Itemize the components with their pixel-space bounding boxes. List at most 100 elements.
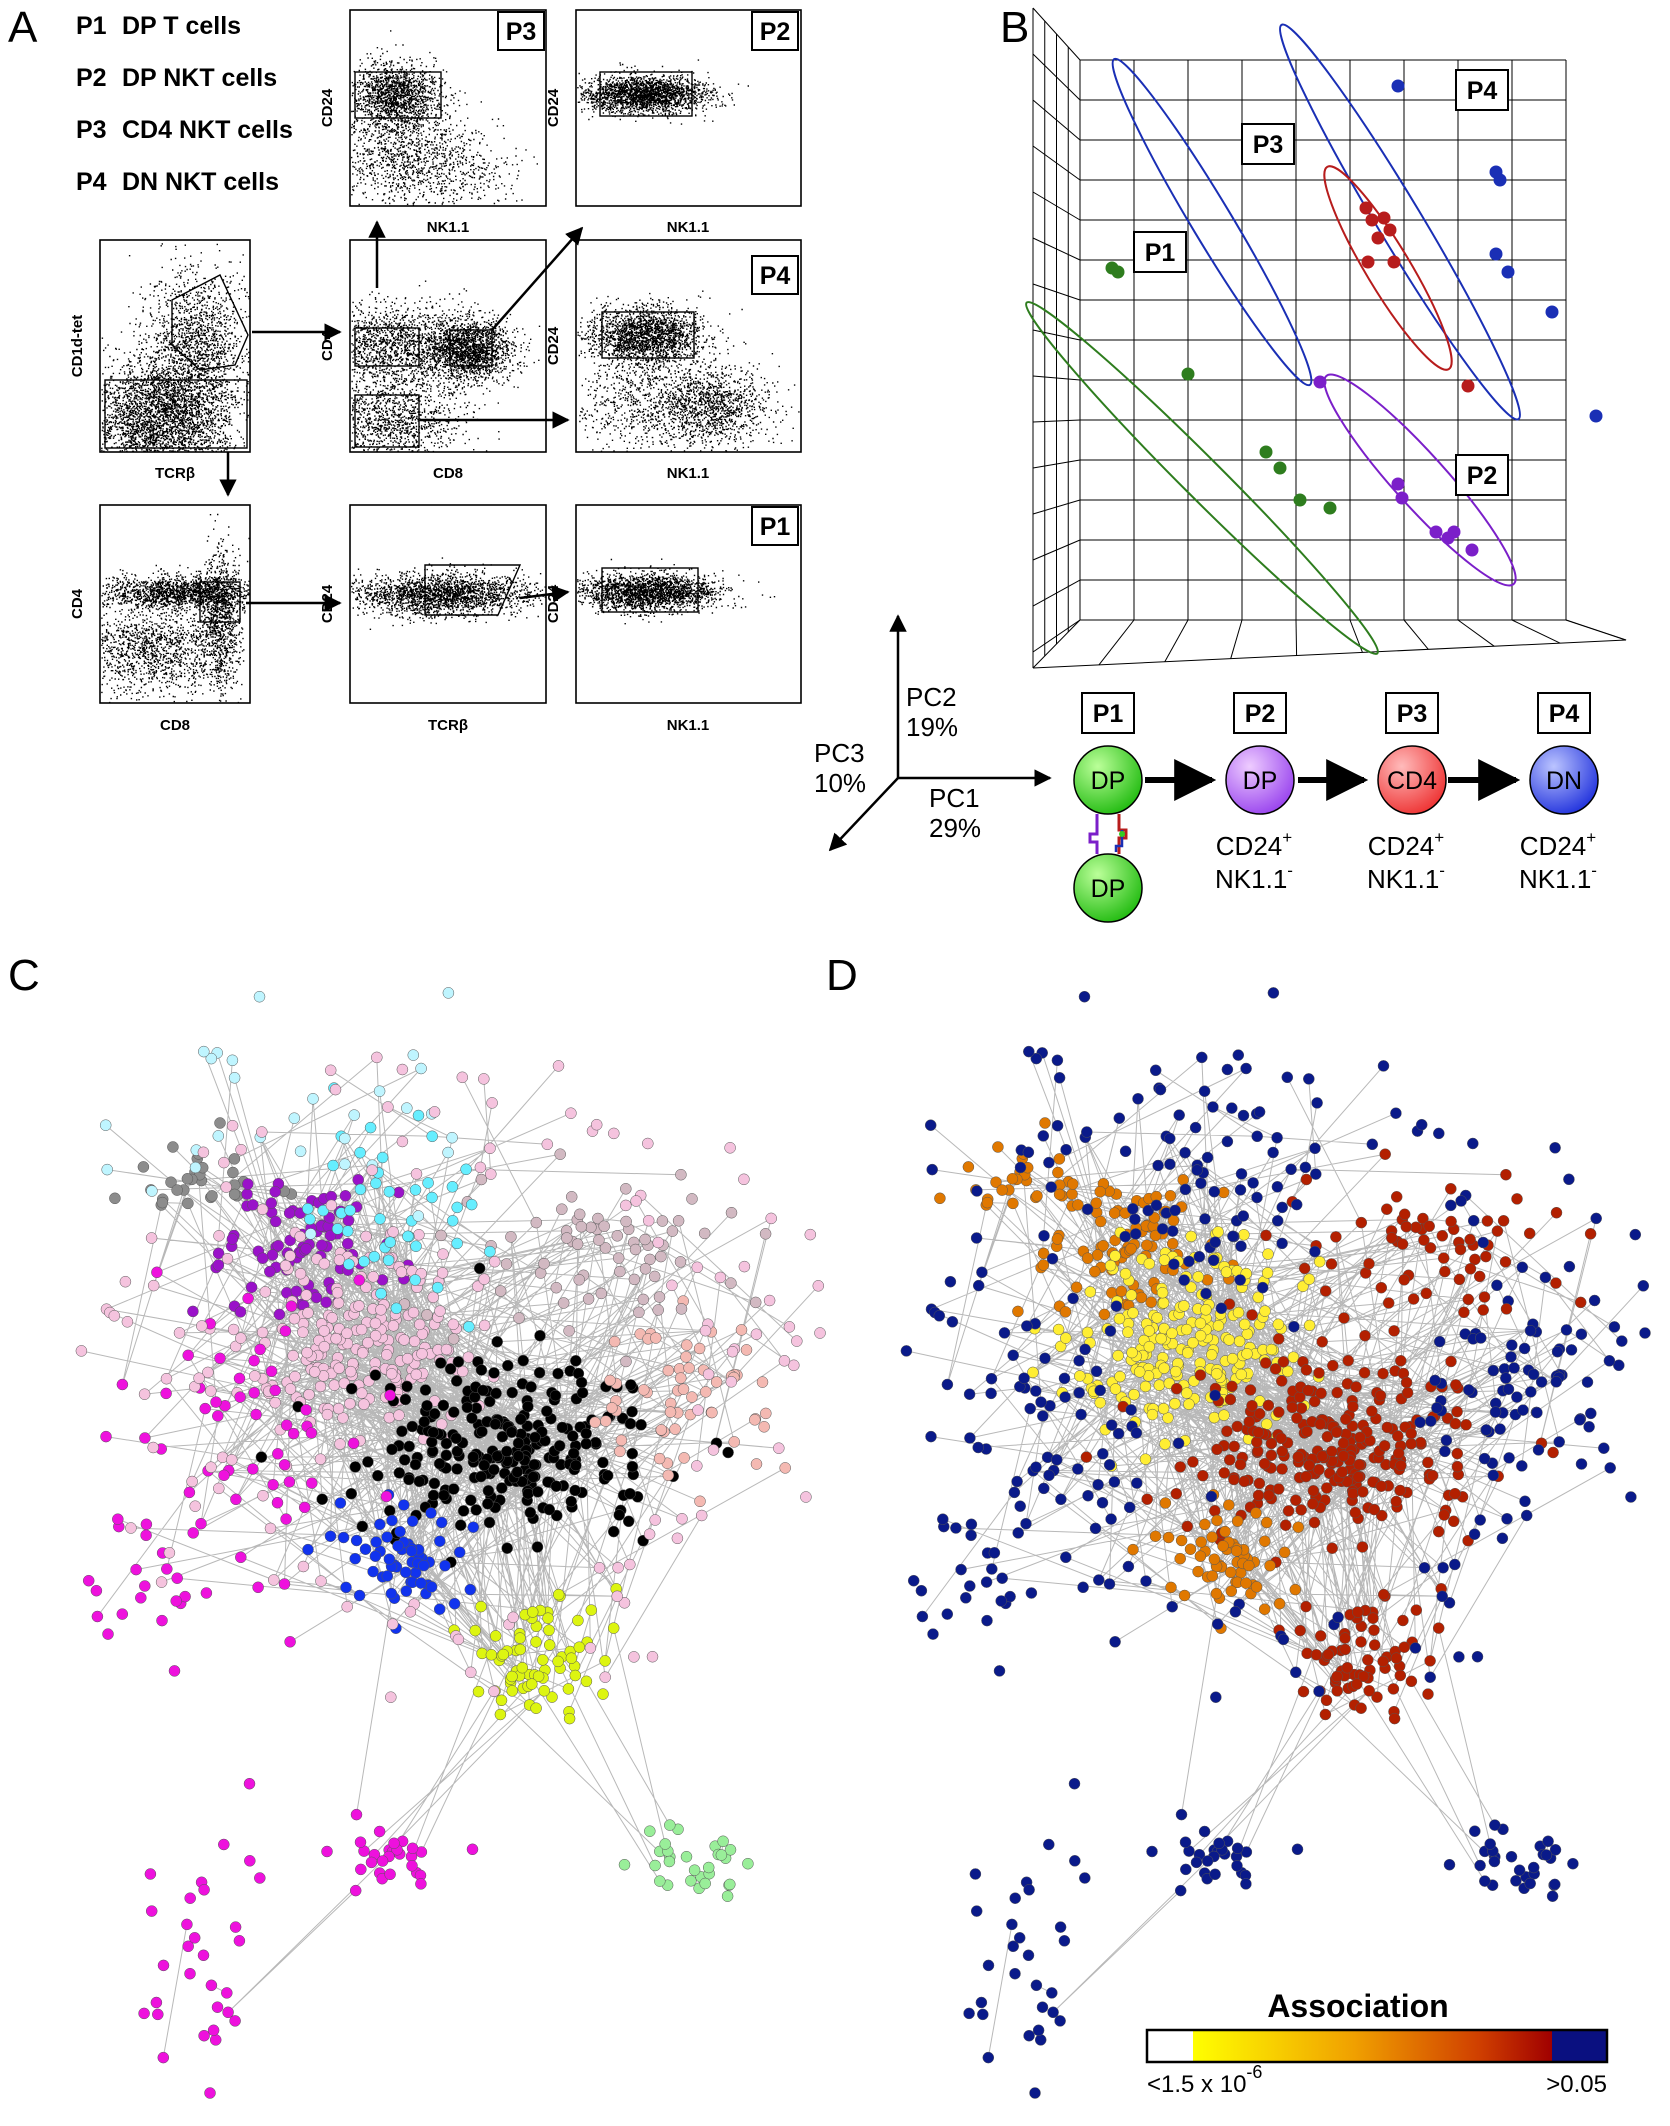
network-c-node xyxy=(431,1281,444,1294)
network-c-node xyxy=(145,1232,158,1244)
network-d-node xyxy=(1104,1325,1117,1337)
network-d-node xyxy=(1054,2015,1066,2027)
network-c-node xyxy=(570,1459,582,1472)
network-c-node xyxy=(611,1230,624,1242)
network-c-node xyxy=(386,1618,399,1630)
network-d-node xyxy=(1347,1400,1359,1413)
network-c-node xyxy=(324,1530,337,1542)
network-c-node xyxy=(699,1324,712,1337)
legend-label-p2: DP NKT cells xyxy=(122,64,277,92)
network-d-node xyxy=(1145,1296,1157,1308)
network-d-node xyxy=(1201,1855,1214,1867)
network-c-node xyxy=(407,1306,420,1319)
network-d-node xyxy=(1252,1489,1265,1502)
colorbar-title: Association xyxy=(1267,1988,1448,2024)
network-c-node xyxy=(125,1522,137,1534)
network-c-node xyxy=(563,1325,575,1337)
network-d-node xyxy=(1199,1213,1211,1225)
pca-ellipse-p1 xyxy=(1025,301,1379,655)
network-d-node xyxy=(1531,1406,1543,1419)
network-c-node xyxy=(541,1405,553,1417)
pc3-label: PC3 xyxy=(814,738,865,768)
network-d-node xyxy=(1523,1227,1536,1240)
network-c-node xyxy=(356,1387,368,1399)
network-d-node xyxy=(985,1372,998,1385)
legend-label-p3: CD4 NKT cells xyxy=(122,116,293,144)
network-c-node xyxy=(677,1383,690,1395)
network-c-node xyxy=(466,1412,478,1424)
network-d-node xyxy=(1093,1574,1105,1586)
network-c-node xyxy=(630,1195,642,1207)
network-c-node xyxy=(475,1364,488,1376)
network-d-node xyxy=(1355,1216,1368,1229)
network-c-node xyxy=(482,1485,495,1497)
network-c-node xyxy=(243,1777,256,1790)
trajectory-pheno-p2: CD24+ xyxy=(1216,828,1292,861)
network-c-node xyxy=(289,1370,301,1383)
network-c-node xyxy=(513,1312,525,1324)
trajectory-tag-p4: P4 xyxy=(1549,700,1580,728)
network-c-node xyxy=(218,1156,230,1169)
network-d-node xyxy=(1271,1131,1283,1144)
network-c-node xyxy=(370,1177,382,1189)
network-c-node xyxy=(695,1509,708,1522)
network-c-node xyxy=(710,1376,723,1388)
network-d-node xyxy=(1445,1199,1457,1212)
network-d-node xyxy=(1467,1137,1479,1150)
network-d-node xyxy=(937,1513,949,1525)
gate-tag-p4-box xyxy=(751,255,799,295)
network-d-node xyxy=(1357,1486,1369,1498)
network-c-node xyxy=(383,1185,396,1198)
gate-nkt xyxy=(171,274,249,371)
network-c-node xyxy=(213,1230,225,1242)
network-c-node xyxy=(491,1450,504,1462)
network-d-node xyxy=(993,1665,1006,1677)
network-c-node xyxy=(235,1143,247,1156)
network-c-node xyxy=(328,1379,341,1391)
network-c-node xyxy=(254,1343,266,1356)
network-d-node xyxy=(1310,1168,1322,1180)
network-d-node xyxy=(1217,1540,1229,1552)
network-c-node xyxy=(606,1402,618,1414)
network-c-node xyxy=(229,1340,242,1353)
network-d-node xyxy=(1223,1454,1236,1466)
network-d-node xyxy=(1565,1344,1578,1356)
network-d-node xyxy=(1229,1606,1242,1618)
network-c-node xyxy=(137,1161,150,1173)
network-c-node xyxy=(446,1181,459,1193)
trajectory-cell-p4-text: DN xyxy=(1546,767,1582,795)
network-c-node xyxy=(626,1405,638,1418)
network-d-node xyxy=(1326,1445,1338,1458)
network-c-node xyxy=(446,1215,459,1227)
trajectory-cell-p1-text: DP xyxy=(1091,767,1126,795)
network-c-node xyxy=(425,1581,438,1593)
network-c-node xyxy=(209,2034,222,2046)
network-d-node xyxy=(1262,1248,1274,1260)
network-d-node xyxy=(1131,1477,1143,1489)
ylabel-r1c2: CD24 xyxy=(319,88,336,127)
pca-point-p1 xyxy=(1111,265,1125,279)
network-c-node xyxy=(386,1514,398,1527)
network-c-node xyxy=(302,1307,314,1319)
network-d-node xyxy=(1309,1142,1321,1155)
network-c-node xyxy=(82,1574,95,1587)
network-d-node xyxy=(1275,1432,1287,1445)
network-c-node xyxy=(488,1685,500,1698)
network-d-node xyxy=(1390,1191,1403,1203)
network-d-node xyxy=(1420,1287,1433,1300)
ylabel-r1c3: CD24 xyxy=(545,88,562,127)
network-c-node xyxy=(653,1452,666,1465)
network-c-node xyxy=(218,1838,230,1851)
network-d-node xyxy=(1267,987,1280,999)
network-d-node xyxy=(1091,1249,1104,1261)
network-d-node xyxy=(1170,1487,1183,1500)
colorbar-low-main: <1.5 x 10 xyxy=(1147,2071,1246,2098)
network-d-node xyxy=(1336,1466,1349,1478)
network-c-node xyxy=(505,1231,517,1243)
network-d-node xyxy=(1468,1528,1481,1540)
network-d-node xyxy=(907,1574,920,1587)
network-d-node xyxy=(1119,1230,1131,1243)
gate-arrow-to-p1 xyxy=(519,585,570,603)
network-d-node xyxy=(1022,1949,1035,1962)
